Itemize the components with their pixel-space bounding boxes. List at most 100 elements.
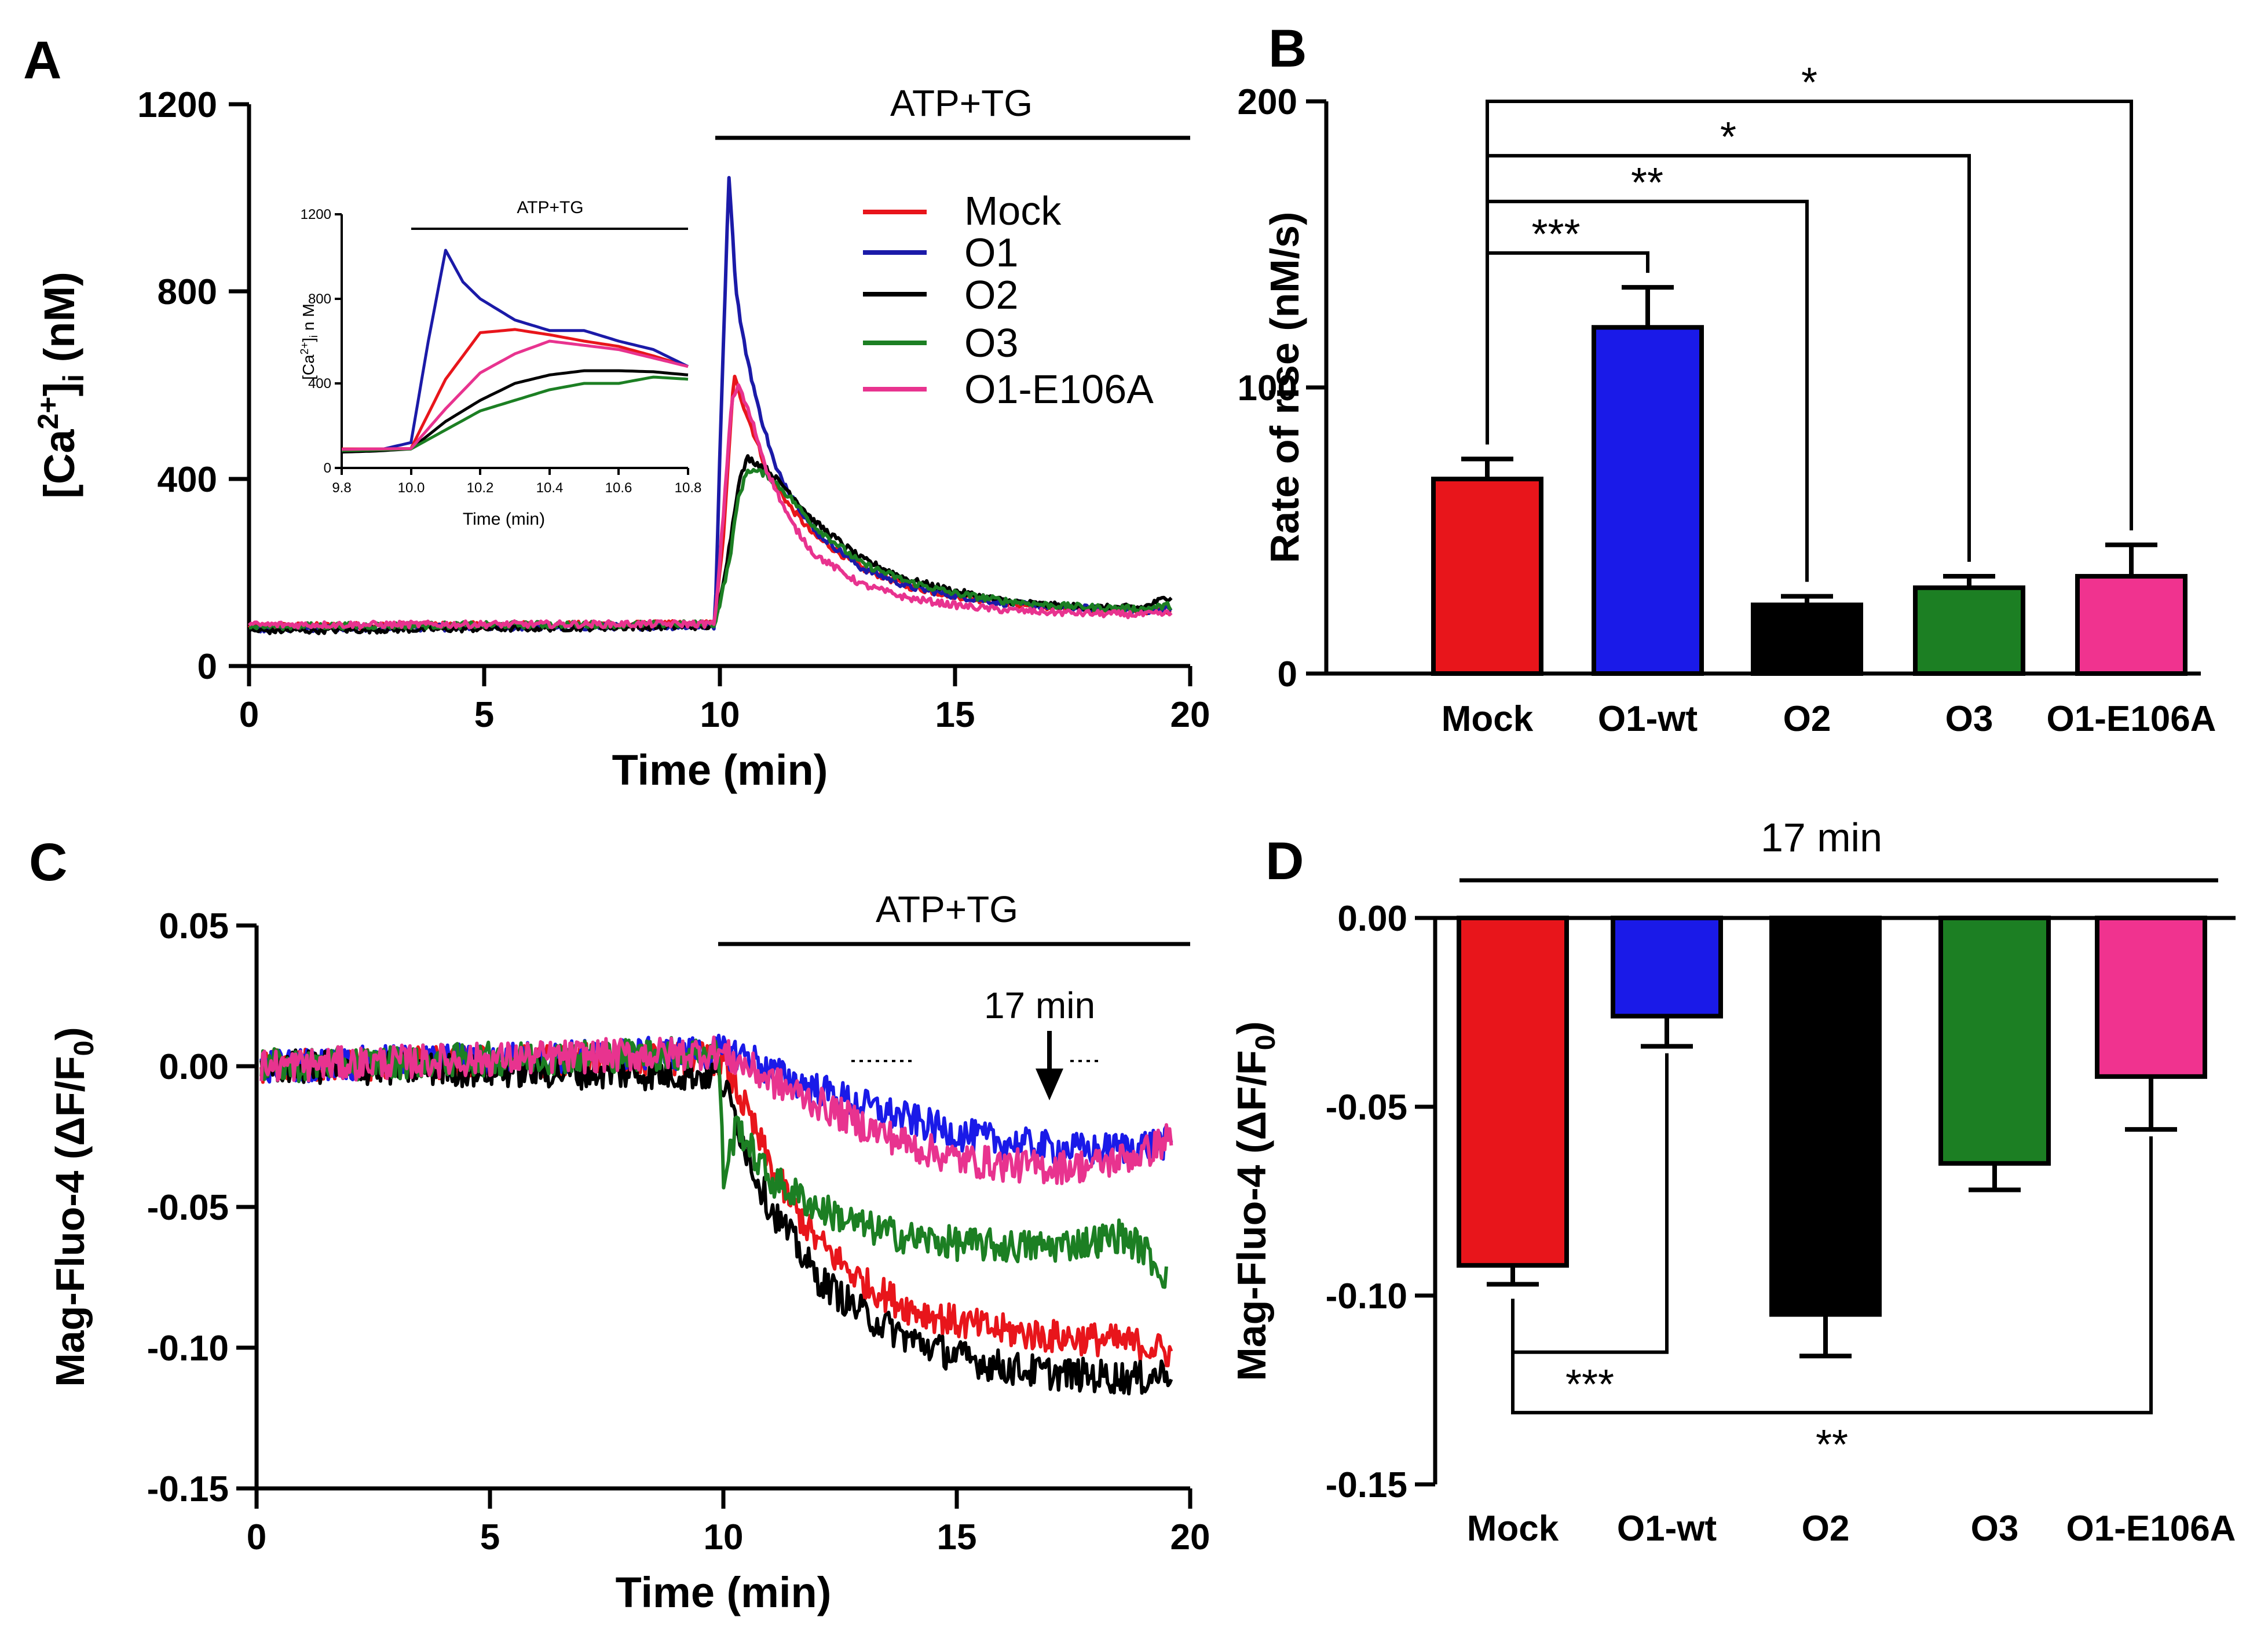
panel-a-x-label: Time (min): [612, 746, 828, 794]
y-tick-label: 100: [1238, 368, 1297, 408]
panel-letter-d: D: [1265, 832, 1304, 891]
y-tick-label: 0.00: [159, 1047, 229, 1087]
panel-b-bars: [1431, 285, 2187, 676]
inset-x-label: Time (min): [463, 510, 545, 529]
significance-label: **: [1631, 160, 1663, 206]
inset-x-tick-label: 9.8: [332, 480, 351, 496]
error-bar-o1-e106a: [2125, 1076, 2177, 1132]
legend-label: O1-E106A: [964, 367, 1154, 412]
y-tick-label: 0: [1278, 654, 1297, 694]
y-tick-label: -0.05: [147, 1188, 229, 1228]
error-bar-o1-e106a: [2105, 542, 2157, 577]
x-tick-label: 20: [1170, 695, 1210, 735]
panel-letter-a: A: [23, 31, 61, 90]
inset-x-ticks: 9.8 10.0 10.2 10.4 10.6 10.8: [332, 468, 701, 496]
inset-x-tick-label: 10.0: [398, 480, 425, 496]
significance-bracket: [1511, 1136, 2153, 1415]
panel-b: B 0 100 200 Rate of rise (nM/s) ******* …: [1238, 19, 2216, 739]
legend-label: O2: [964, 272, 1018, 317]
error-bar-o2: [1799, 1314, 1852, 1359]
bar-o1-e106a: [2095, 916, 2207, 1079]
significance-bracket: [1486, 100, 2133, 531]
trace-o1-e106a: [247, 383, 1173, 630]
panel-d-y-label: Mag-Fluo-4 (ΔF/F0): [1229, 1021, 1281, 1381]
panel-a-x-ticks: 0 5 10 15 20: [239, 666, 1210, 735]
inset-x-tick-label: 10.6: [605, 480, 632, 496]
bar-o1-wt: [1611, 916, 1723, 1019]
panel-d-significance: *****: [1511, 1053, 2153, 1468]
category-label-mock: Mock: [1467, 1509, 1559, 1549]
panel-c-traces: [259, 1033, 1173, 1396]
panel-b-y-label: Rate of rise (nM/s): [1262, 212, 1307, 564]
significance-label: **: [1816, 1422, 1848, 1468]
x-tick-label: 15: [935, 695, 975, 735]
panel-d-title: 17 min: [1761, 815, 1882, 860]
time-annotation-label: 17 min: [984, 985, 1095, 1026]
inset-trace-o2: [341, 369, 689, 454]
x-tick-label: 5: [480, 1517, 500, 1557]
x-tick-label: 10: [700, 695, 740, 735]
inset-trace-mock: [342, 328, 689, 451]
inset-trace-o1: [341, 248, 689, 453]
x-tick-label: 5: [474, 695, 494, 735]
panel-a-y-label: [Ca2+]i (nM): [32, 272, 90, 499]
y-tick-label: 400: [158, 460, 217, 500]
x-tick-label: 15: [937, 1517, 977, 1557]
inset-y-tick-label: 800: [308, 291, 331, 307]
bar-o2: [1769, 916, 1882, 1317]
error-bar-o1-wt: [1622, 285, 1674, 328]
panel-d-bars: [1457, 916, 2207, 1359]
bar-o1-e106a: [2075, 574, 2187, 676]
category-label-o1-e106a: O1-E106A: [2066, 1509, 2236, 1549]
x-tick-label: 10: [704, 1517, 744, 1557]
trace-mock: [259, 1040, 1173, 1367]
error-bar-mock: [1461, 456, 1513, 480]
inset-stim-label: ATP+TG: [517, 198, 583, 217]
bar-o2: [1751, 602, 1863, 676]
inset-y-ticks: 0 400 800 1200: [301, 207, 342, 476]
panel-c: C -0.15 -0.10 -0.05 0.00 0.05 0 5 10 15 …: [29, 833, 1210, 1616]
y-tick-label: 800: [158, 272, 217, 312]
y-tick-label: 1200: [137, 85, 217, 125]
error-bar-o1-wt: [1641, 1016, 1693, 1049]
inset-x-tick-label: 10.2: [467, 480, 494, 496]
inset-y-tick-label: 400: [308, 376, 331, 392]
arrow-down-icon: [1036, 1069, 1063, 1100]
legend-label: O1: [964, 230, 1018, 275]
trace-o3: [249, 467, 1172, 631]
y-tick-label: 0.05: [159, 906, 229, 946]
inset-y-tick-label: 1200: [301, 207, 331, 222]
panel-d-y-ticks: -0.15 -0.10 -0.05 0.00: [1326, 899, 1435, 1505]
y-tick-label: 0.00: [1337, 899, 1407, 939]
trace-mock: [247, 375, 1172, 631]
significance-label: *: [1720, 114, 1736, 160]
inset-y-tick-label: 0: [324, 460, 331, 476]
y-tick-label: 0: [197, 647, 217, 687]
panel-d: D 17 min -0.15 -0.10 -0.05 0.00 Mag-Fluo…: [1229, 815, 2236, 1549]
panel-c-stim-label: ATP+TG: [876, 888, 1018, 930]
panel-b-y-ticks: 0 100 200: [1238, 82, 1326, 694]
panel-a-y-ticks: 0 400 800 1200: [137, 85, 249, 687]
category-label-o1-wt: O1-wt: [1617, 1509, 1717, 1549]
panel-c-x-ticks: 0 5 10 15 20: [247, 1488, 1210, 1557]
category-label-o2: O2: [1802, 1509, 1850, 1549]
significance-label: ***: [1565, 1362, 1614, 1408]
error-bar-mock: [1487, 1265, 1539, 1287]
panel-a: A 0 400 800 1200 0 5 10 15 20 Time (min)…: [23, 31, 1210, 794]
y-tick-label: -0.15: [147, 1469, 229, 1509]
panel-c-x-label: Time (min): [616, 1568, 832, 1616]
inset-trace-o3: [341, 375, 689, 452]
panel-c-annotation: 17 min: [851, 985, 1100, 1100]
panel-a-traces: [247, 175, 1173, 635]
panel-b-categories: Mock O1-wt O2 O3 O1-E106A: [1442, 699, 2216, 739]
significance-label: ***: [1531, 211, 1580, 258]
panel-c-y-label: Mag-Fluo-4 (ΔF/F0): [47, 1027, 100, 1386]
significance-label: *: [1801, 60, 1817, 106]
y-tick-label: -0.15: [1326, 1465, 1407, 1505]
x-tick-label: 0: [239, 695, 259, 735]
panel-a-legend: Mock O1 O2 O3 O1-E106A: [863, 188, 1154, 412]
category-label-o2: O2: [1783, 699, 1831, 739]
category-label-o1-wt: O1-wt: [1598, 699, 1698, 739]
panel-letter-b: B: [1268, 19, 1307, 78]
bar-o1-wt: [1592, 325, 1704, 676]
